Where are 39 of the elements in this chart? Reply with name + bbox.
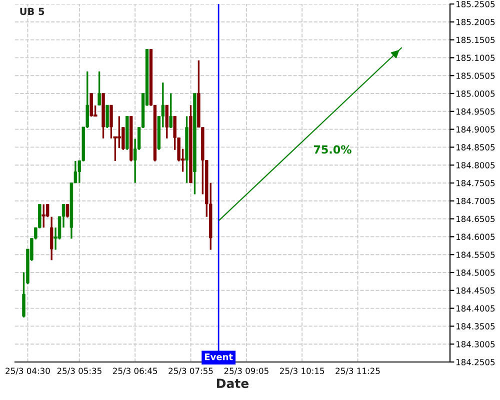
x-tick-label: 25/3 04:30 [6,368,50,375]
candlestick [165,104,168,140]
y-tick-label: 184.5005 [456,269,495,276]
y-tick-label: 184.9505 [456,108,495,115]
x-axis-title: Date [217,378,249,388]
y-tick-label: 184.3005 [456,341,495,348]
x-tick-label: 25/3 05:35 [57,368,102,375]
y-tick-label: 184.6505 [456,216,495,222]
y-tick-label: 184.7505 [456,180,495,186]
y-tick-label: 185.2005 [456,18,495,26]
x-tick-label: 25/3 11:25 [336,368,380,375]
y-tick-label: 184.6005 [456,234,495,240]
candlestick [50,216,54,261]
y-tick-label: 184.7005 [456,198,495,204]
y-tick-label: 184.2505 [456,358,495,366]
y-tick-label: 185.1505 [456,36,495,44]
candlestick [169,92,172,129]
x-tick-label: 25/3 09:05 [224,368,268,375]
candlestick [98,70,101,106]
y-tick-label: 185.0505 [456,72,495,79]
candlestick [110,104,113,140]
y-tick-label: 185.2505 [456,0,495,8]
y-tick-label: 185.0005 [456,90,495,97]
x-tick-label: 25/3 10:15 [280,368,324,375]
ref-line-label: Event [204,354,233,360]
y-tick-label: 184.8005 [456,162,495,168]
y-tick-label: 185.1005 [456,54,495,61]
x-tick-label: 25/3 07:55 [168,368,213,375]
y-tick-label: 184.3505 [456,323,495,330]
y-tick-label: 184.4505 [456,287,495,294]
y-tick-label: 184.8505 [456,144,495,150]
y-tick-label: 184.5505 [456,252,495,258]
chart-title: UB 5 [20,8,44,16]
y-tick-label: 184.9005 [456,126,495,133]
candlestick [106,104,109,129]
candlestick [66,203,70,218]
x-tick-label: 25/3 06:45 [113,368,158,375]
y-tick-label: 184.4005 [456,305,495,312]
annotation: 75.0% [314,145,352,154]
